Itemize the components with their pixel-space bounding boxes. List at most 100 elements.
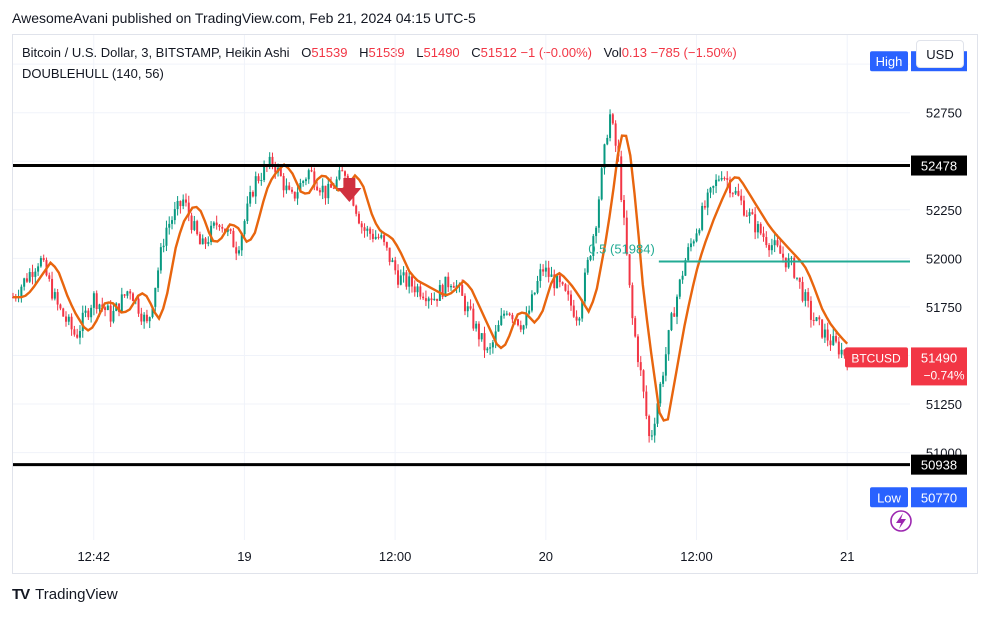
y-tick-label: 52250 (926, 203, 962, 218)
candle-body (550, 274, 553, 277)
candle-body (243, 221, 246, 235)
candle-body (341, 170, 344, 172)
candle-body (76, 334, 79, 338)
candle-body (765, 237, 768, 246)
candle-body (176, 200, 179, 210)
candle-body (151, 306, 154, 318)
candle-body (366, 228, 369, 231)
candle-body (703, 205, 706, 208)
candle-body (210, 225, 213, 243)
candle-body (542, 269, 545, 272)
x-tick-label: 12:00 (379, 549, 412, 564)
close-label: C (471, 45, 481, 60)
candle-body (731, 193, 734, 195)
candle-body (503, 313, 506, 316)
candle-body (204, 238, 207, 244)
candle-body (625, 217, 628, 255)
high-label: H (359, 45, 369, 60)
candle-body (207, 242, 210, 244)
candle-body (129, 291, 132, 294)
x-tick-label: 12:00 (680, 549, 713, 564)
candle-body (787, 258, 790, 268)
hull-line (13, 134, 849, 422)
candle-body (835, 336, 838, 342)
low-value: 51490 (423, 45, 460, 60)
candle-body (53, 292, 56, 299)
candle-body (832, 336, 835, 346)
candle-body (360, 223, 363, 228)
extreme-badge-label-bg (870, 51, 908, 72)
candle-body (310, 170, 313, 172)
candle-body (427, 298, 430, 302)
candle-body (394, 260, 397, 271)
candle-body (391, 260, 394, 262)
candle-body (544, 267, 547, 272)
candle-body (756, 224, 759, 233)
candle-body (81, 312, 84, 332)
candle-body (274, 164, 277, 173)
candle-body (631, 285, 634, 319)
currency-button[interactable]: USD (916, 40, 964, 68)
candle-body (782, 253, 785, 258)
candle-body (662, 375, 665, 384)
candle-body (62, 308, 65, 317)
candle-body (770, 245, 773, 251)
candle-body (109, 305, 112, 322)
candle-body (561, 282, 564, 285)
candle-body (237, 250, 240, 254)
candle-body (450, 286, 453, 288)
candle-body (240, 234, 243, 251)
candle-body (291, 189, 293, 192)
candle-body (606, 137, 609, 145)
candle-body (768, 245, 771, 251)
candle-body (70, 316, 73, 330)
candle-body (90, 307, 93, 318)
indicator-label[interactable]: DOUBLEHULL (140, 56) (22, 66, 164, 81)
candle-body (246, 203, 249, 222)
candle-body (385, 242, 388, 248)
candle-body (539, 269, 542, 281)
candle-body (215, 222, 218, 226)
candle-body (42, 258, 45, 261)
candle-body (670, 313, 673, 331)
fib-label: 0.5 (51984) (588, 241, 655, 256)
candle-body (441, 285, 444, 297)
candle-body (642, 370, 645, 392)
candle-body (472, 308, 475, 329)
candle-body (692, 241, 695, 244)
candle-body (659, 383, 662, 404)
change-value: −1 (−0.00%) (520, 45, 592, 60)
candle-body (779, 245, 782, 254)
extreme-badge-value: 50770 (921, 490, 957, 505)
candle-body (698, 229, 701, 234)
current-price-change: −0.74% (923, 368, 964, 382)
candle-body (371, 233, 374, 239)
candle-body (137, 298, 140, 314)
candle-body (444, 276, 447, 297)
candle-body (293, 191, 296, 199)
candle-body (818, 317, 821, 320)
candle-body (436, 298, 439, 301)
candle-body (126, 291, 129, 296)
candle-body (140, 313, 143, 322)
level-badge-label: 50938 (921, 458, 957, 473)
candle-body (477, 323, 480, 340)
candle-body (687, 247, 690, 261)
candle-body (653, 423, 656, 436)
candle-body (148, 317, 151, 322)
candle-body (650, 435, 653, 437)
candle-body (198, 234, 201, 245)
candle-body (681, 275, 684, 280)
candle-body (723, 177, 726, 179)
candle-body (553, 274, 556, 289)
tradingview-logo[interactable]: TV TradingView (12, 586, 118, 603)
candle-body (143, 314, 146, 322)
candle-body (271, 156, 274, 165)
candle-body (740, 195, 743, 201)
candle-body (829, 340, 832, 346)
candle-body (104, 307, 107, 311)
candle-body (408, 276, 411, 287)
candle-body (804, 292, 807, 301)
candle-body (475, 323, 478, 329)
